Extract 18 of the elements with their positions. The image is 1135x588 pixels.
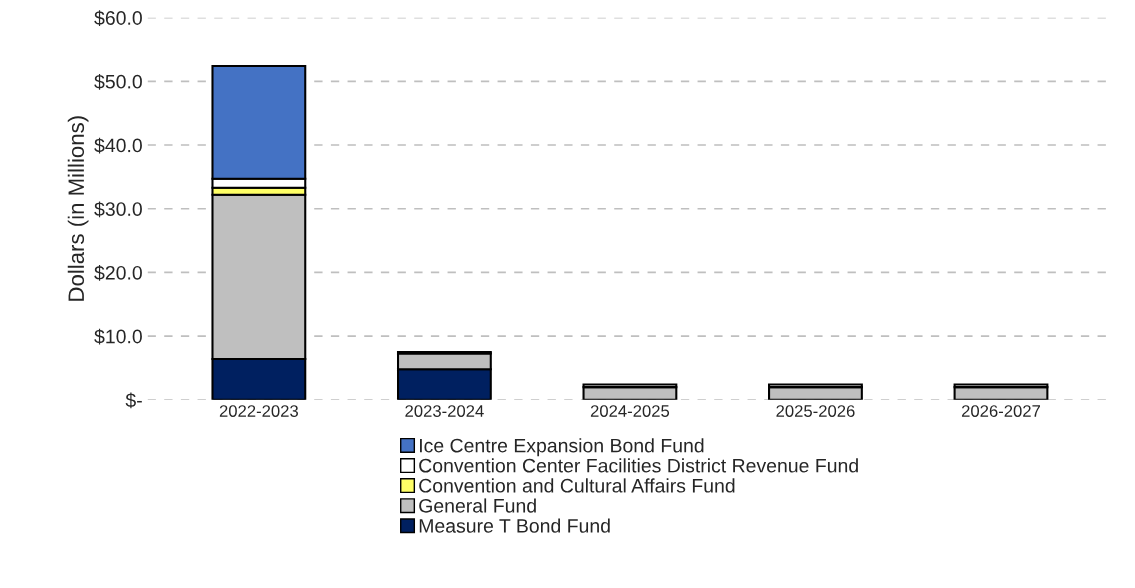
legend-label: General Fund	[419, 498, 536, 513]
y-tick-label: $20.0	[94, 265, 142, 281]
y-axis-title: Dollars (in Millions)	[67, 116, 89, 301]
x-tick-label: 2023-2024	[405, 405, 484, 417]
x-tick-label: 2026-2027	[961, 405, 1040, 417]
y-tick-label: $50.0	[94, 73, 142, 90]
x-tick-label: 2022-2023	[219, 405, 298, 417]
y-tick-label: $40.0	[94, 137, 142, 154]
x-tick-label: 2024-2025	[590, 405, 670, 417]
y-tick-label: $10.0	[94, 328, 142, 345]
y-tick-label: $30.0	[94, 201, 142, 218]
legend-label: Measure T Bond Fund	[419, 518, 610, 533]
y-tick-label: $60.0	[94, 10, 142, 27]
x-tick-label: 2025-2026	[776, 405, 855, 417]
legend-label: Convention Center Facilities District Revenue Fund	[419, 458, 858, 473]
legend-label: Ice Centre Expansion Bond Fund	[420, 438, 704, 457]
legend-label: Convention and Cultural Affairs Fund	[419, 478, 735, 493]
y-tick-label: $-	[125, 392, 142, 409]
